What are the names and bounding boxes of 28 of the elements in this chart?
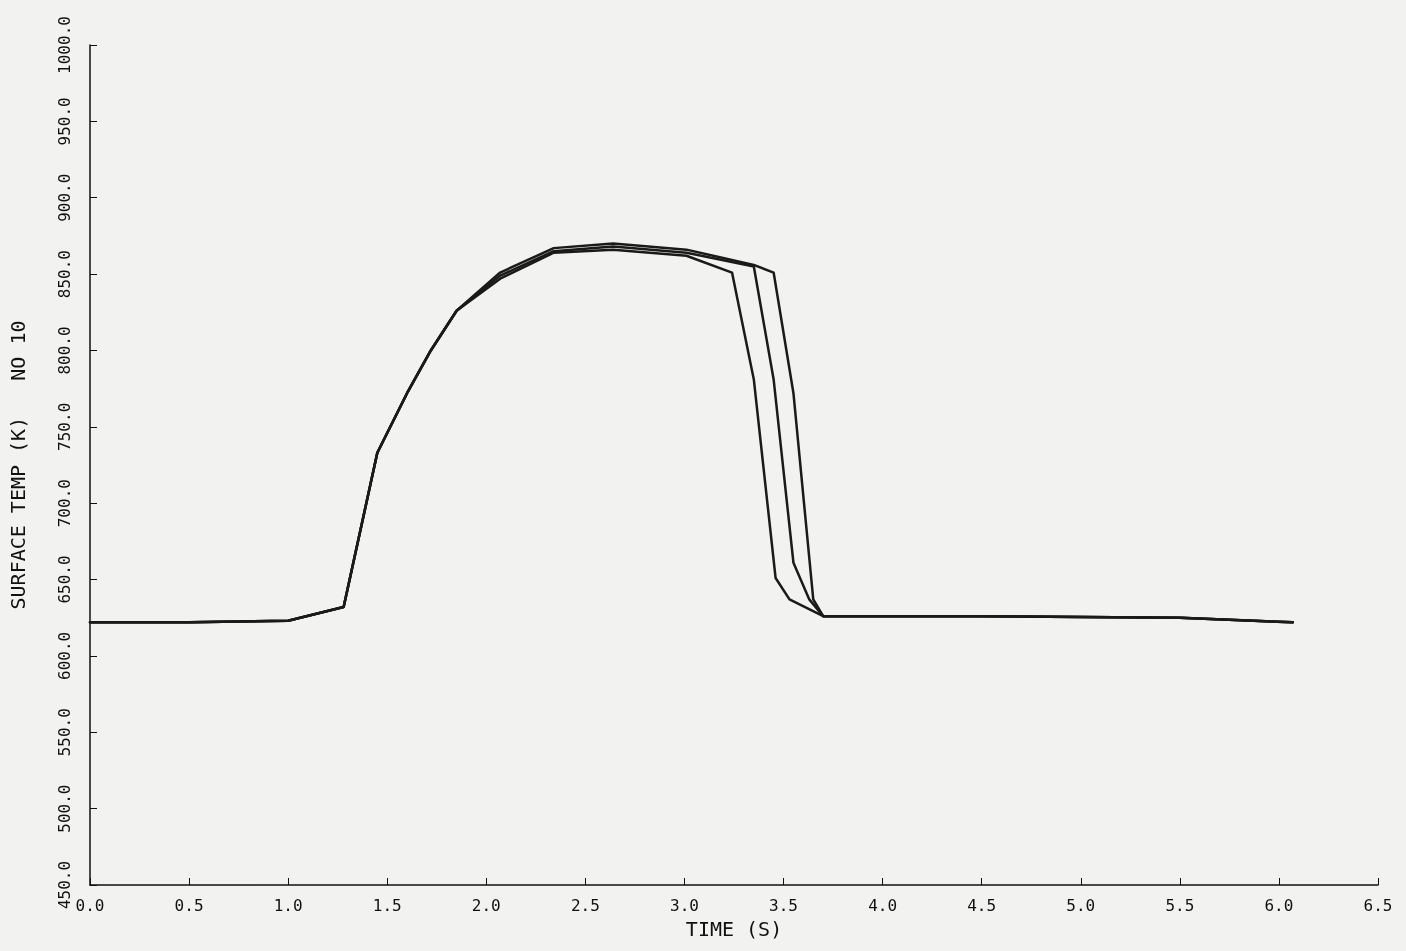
x-tick-label: 3.0 — [670, 895, 699, 915]
x-tick-label: 3.5 — [769, 895, 798, 915]
y-tick-label: 950.0 — [54, 97, 74, 146]
y-tick-label: 450.0 — [54, 860, 74, 910]
y-tick-label: 700.0 — [54, 479, 74, 528]
x-tick-label: 0.5 — [174, 895, 204, 915]
y-tick-label: 1000.0 — [54, 16, 74, 74]
x-tick-label: 6.0 — [1264, 895, 1294, 915]
y-axis-title: SURFACE TEMP (K) NO 10 — [6, 320, 30, 610]
y-tick-label: 900.0 — [54, 173, 74, 222]
y-tick-label: 800.0 — [54, 326, 74, 375]
y-tick-label: 600.0 — [54, 631, 74, 680]
x-tick-label: 0.0 — [75, 895, 105, 915]
x-tick-label: 5.0 — [1066, 895, 1096, 915]
y-tick-label: 500.0 — [54, 784, 74, 833]
x-tick-label: 4.0 — [868, 895, 898, 915]
y-tick-label: 850.0 — [54, 250, 74, 299]
x-tick-label: 5.5 — [1165, 895, 1195, 915]
x-tick-label: 6.5 — [1363, 895, 1393, 915]
x-tick-label: 4.5 — [967, 895, 997, 915]
y-tick-label: 750.0 — [54, 402, 74, 451]
x-tick-label: 1.5 — [372, 895, 402, 915]
x-tick-label: 1.0 — [273, 895, 303, 915]
x-axis-title: TIME (S) — [685, 917, 783, 941]
y-tick-label: 650.0 — [54, 555, 74, 604]
x-tick-label: 2.5 — [570, 895, 600, 915]
y-tick-label: 550.0 — [54, 708, 74, 757]
x-tick-label: 2.0 — [471, 895, 501, 915]
